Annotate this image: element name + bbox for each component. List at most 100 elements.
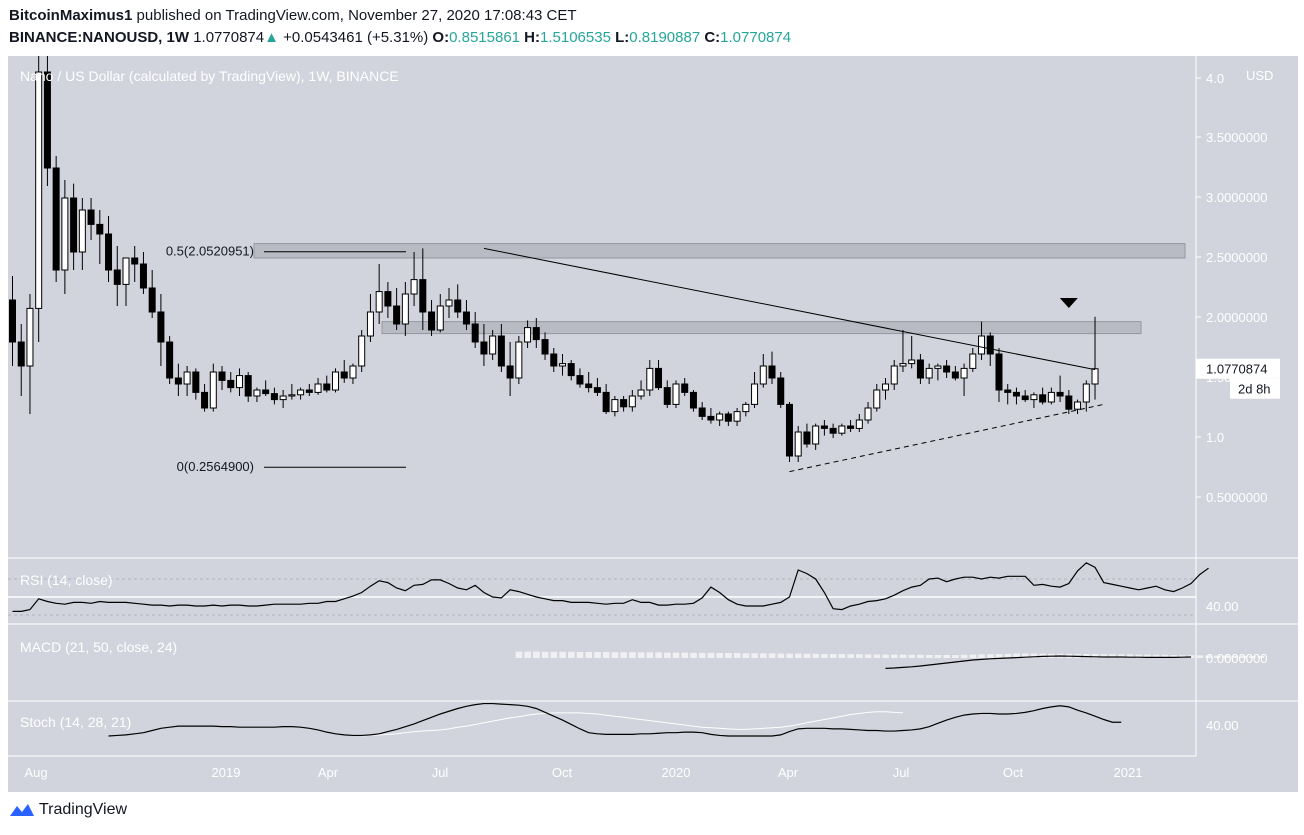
- candle: [61, 180, 69, 294]
- macd-histogram-bar: [1257, 656, 1265, 658]
- candle: [288, 384, 296, 400]
- candle-body: [550, 353, 558, 367]
- macd-histogram-bar: [611, 652, 619, 658]
- candle-body: [1039, 394, 1047, 403]
- macd-histogram-bar: [655, 652, 662, 658]
- candle-body: [131, 257, 139, 265]
- macd-histogram-bar: [1126, 654, 1134, 658]
- macd-histogram-bar: [524, 651, 531, 658]
- macd-histogram-bar: [987, 654, 994, 658]
- time-tick-label: Jul: [893, 765, 910, 780]
- time-tick-label: 2020: [662, 765, 691, 780]
- candle-body: [1056, 391, 1064, 397]
- candle: [497, 324, 505, 372]
- chart-area[interactable]: 1(3.8477002)0.5(2.0520951)0(0.2564900)Na…: [8, 56, 1298, 792]
- candle-body: [1074, 401, 1082, 410]
- macd-histogram-bar: [1030, 653, 1038, 658]
- candle: [777, 372, 785, 408]
- time-tick-label: 2021: [1114, 765, 1143, 780]
- candle: [855, 414, 863, 432]
- candle: [87, 198, 95, 240]
- candle: [620, 396, 628, 412]
- candle-body: [105, 233, 113, 271]
- candle: [733, 408, 741, 426]
- candle-body: [218, 371, 226, 381]
- candle-body: [611, 399, 619, 413]
- candle-body: [279, 395, 287, 401]
- candle: [358, 330, 366, 372]
- candle-body: [672, 383, 680, 405]
- candle: [105, 216, 113, 282]
- candle-body: [585, 383, 593, 389]
- candle-body: [183, 371, 191, 385]
- candle-body: [358, 335, 366, 367]
- candle-body: [567, 363, 575, 377]
- macd-histogram-bar: [1109, 654, 1116, 658]
- macd-histogram-bar: [733, 653, 741, 658]
- macd-histogram-bar: [995, 654, 1003, 658]
- macd-histogram-bar: [681, 652, 689, 658]
- time-tick-label: Oct: [552, 765, 573, 780]
- candle: [558, 354, 566, 376]
- candle-body: [17, 341, 25, 367]
- chart-background: [8, 56, 1298, 792]
- candle-body: [829, 427, 837, 434]
- candle: [192, 368, 200, 400]
- macd-line: [885, 655, 1192, 669]
- candle: [742, 402, 750, 417]
- candle: [698, 402, 706, 420]
- candle-body: [270, 393, 278, 401]
- stoch-label: Stoch (14, 28, 21): [20, 714, 131, 730]
- candle-body: [1082, 383, 1090, 403]
- candle: [768, 351, 776, 384]
- main-pane: 1(3.8477002)0.5(2.0520951)0(0.2564900)Na…: [9, 56, 1186, 474]
- candle: [1091, 316, 1099, 400]
- candle: [890, 360, 898, 390]
- low-label: L:: [615, 29, 630, 46]
- candle: [751, 372, 759, 408]
- macd-histogram-bar: [838, 654, 846, 658]
- candle-body: [541, 339, 549, 355]
- candle: [393, 288, 401, 330]
- candle-body: [462, 311, 470, 325]
- rsi-label: RSI (14, close): [20, 572, 113, 588]
- candle-body: [87, 209, 95, 225]
- up-arrow-icon: ▲: [264, 29, 279, 46]
- macd-label: MACD (21, 50, close, 24): [20, 639, 177, 655]
- candle: [672, 380, 680, 408]
- candle: [462, 300, 470, 330]
- currency-label: USD: [1246, 68, 1273, 83]
- macd-histogram-bar: [707, 652, 715, 658]
- macd-histogram-bar: [1004, 653, 1012, 658]
- candle-body: [480, 341, 488, 355]
- macd-histogram-bar: [1152, 654, 1160, 658]
- macd-histogram-bar: [1144, 654, 1151, 658]
- price-tick-label: 4.0: [1206, 71, 1224, 86]
- candle-body: [148, 287, 156, 313]
- macd-histogram-bar: [943, 655, 951, 658]
- macd-histogram-bar: [550, 651, 558, 658]
- candle: [864, 402, 872, 424]
- candle: [1004, 384, 1012, 405]
- stoch-d-line: [361, 711, 903, 737]
- candle-body: [759, 365, 767, 385]
- candle-body: [61, 197, 69, 271]
- change-value: +0.0543461 (+5.31%): [283, 29, 429, 46]
- time-tick-label: Apr: [778, 765, 799, 780]
- candle-body: [96, 223, 104, 235]
- candle-body: [70, 197, 78, 253]
- macd-histogram-bar: [795, 653, 802, 658]
- tradingview-logo[interactable]: TradingView: [9, 801, 127, 819]
- candle-body: [436, 305, 444, 331]
- macd-histogram-bar: [1231, 655, 1239, 658]
- candle-body: [401, 293, 409, 325]
- macd-histogram-bar: [925, 655, 933, 658]
- candle: [506, 342, 514, 396]
- candle: [148, 270, 156, 318]
- candle-body: [655, 367, 663, 389]
- macd-histogram-bar: [934, 655, 942, 658]
- candle-body: [777, 377, 785, 405]
- macd-histogram-bar: [637, 652, 645, 658]
- author-name[interactable]: BitcoinMaximus1: [9, 7, 133, 24]
- candle: [166, 336, 174, 384]
